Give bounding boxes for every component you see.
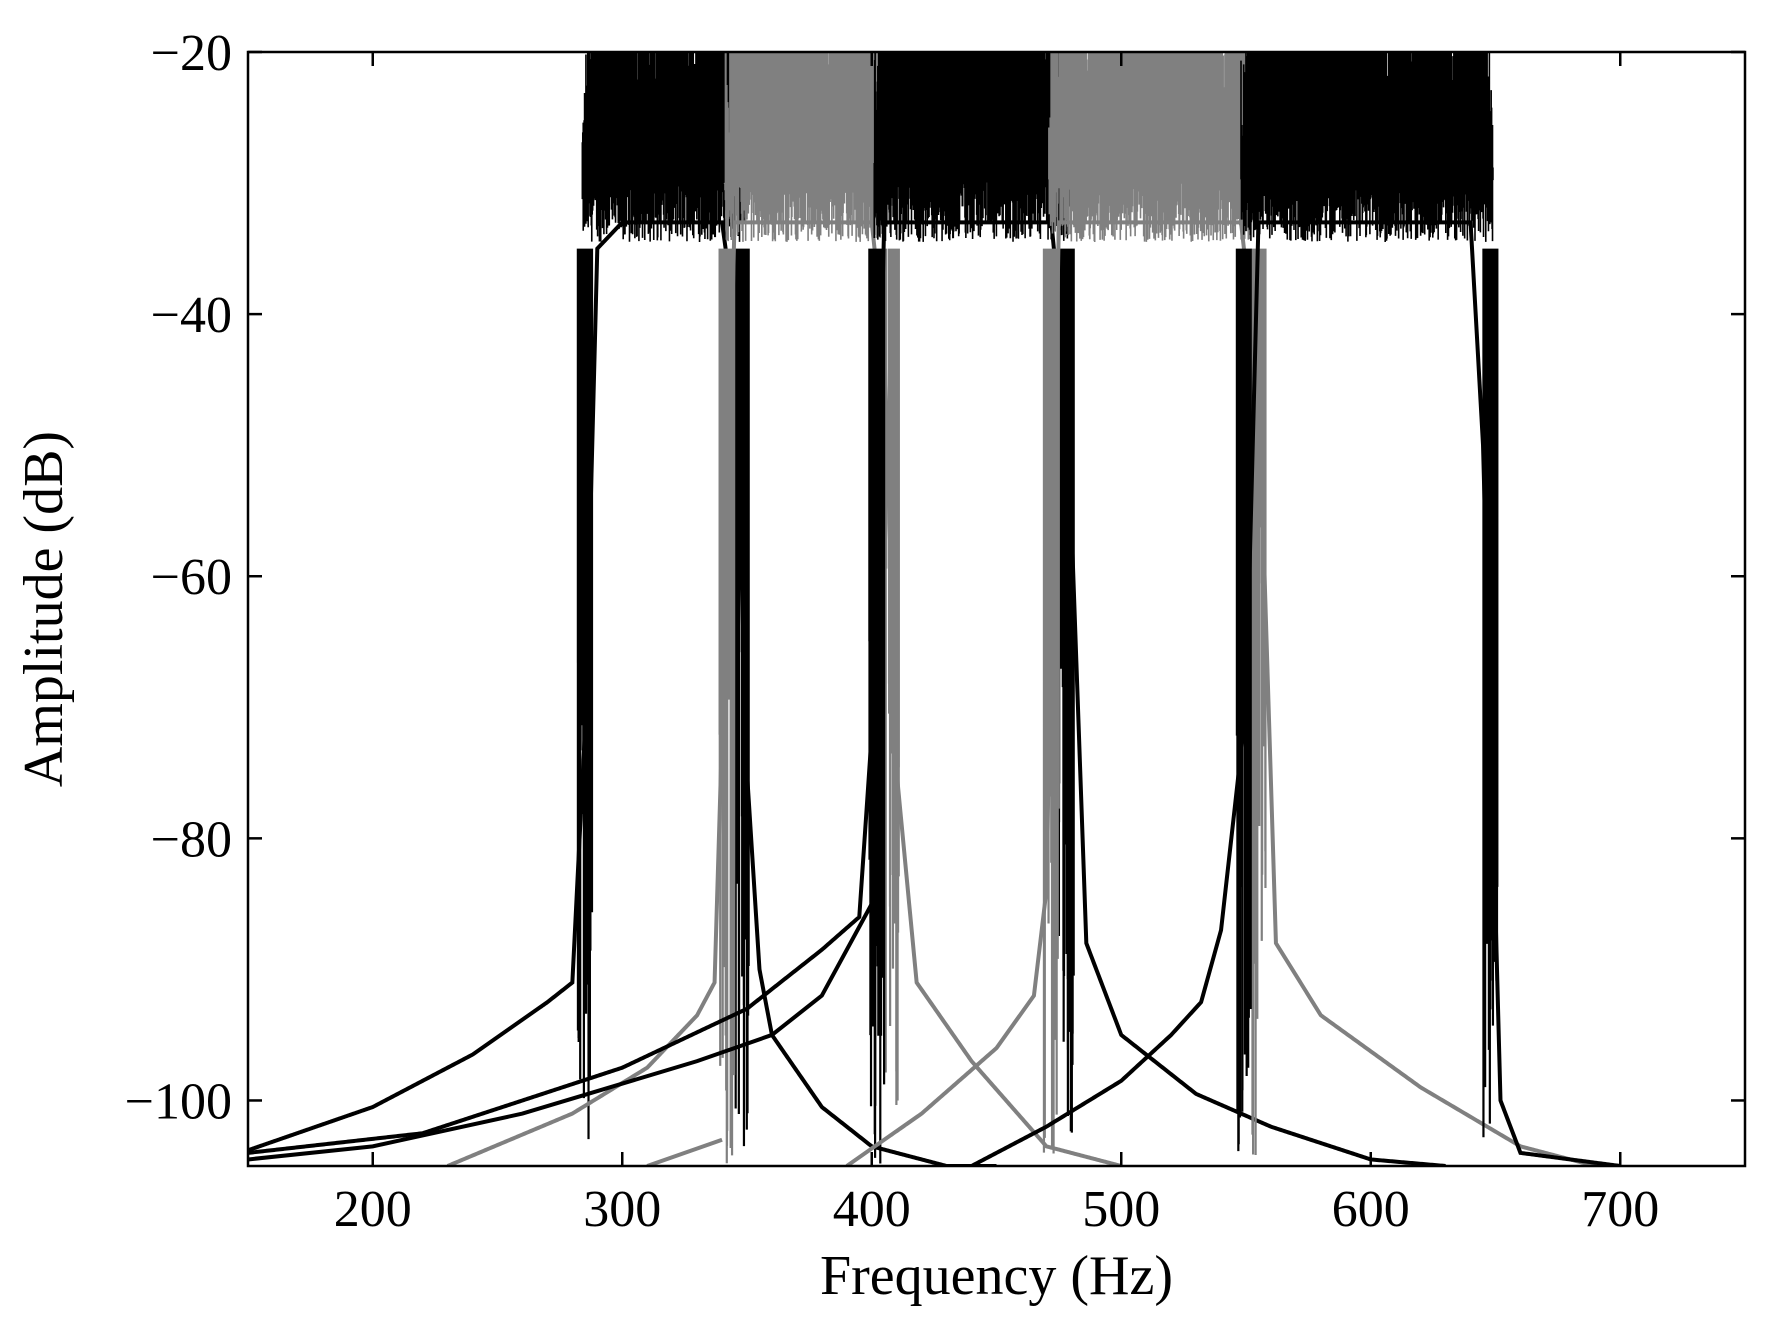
series-2	[446, 52, 1122, 1166]
ticks-layer: 200 300 400 500 600 700 −20 −40 −60 −80 −100	[125, 25, 1745, 1238]
series-passband	[723, 52, 895, 242]
y-tick-label: −60	[151, 549, 232, 606]
series-skirt	[1235, 248, 1252, 1152]
series-skirt	[1482, 248, 1499, 1138]
plot-frame	[246, 50, 1747, 1168]
series-passband	[1240, 52, 1494, 243]
series-passband	[1048, 52, 1262, 242]
series-passband	[873, 52, 1070, 242]
series-3	[248, 52, 1446, 1166]
series-envelope	[446, 220, 1122, 1166]
series-tail	[248, 902, 874, 1162]
series-tail	[646, 1137, 723, 1166]
y-tick-label: −100	[125, 1073, 232, 1130]
series-skirt	[1042, 248, 1060, 1154]
x-tick-label: 200	[334, 1181, 412, 1238]
series-passband	[581, 52, 746, 242]
series-skirt	[1250, 248, 1267, 1155]
series-envelope	[248, 220, 1446, 1166]
x-tick-label: 700	[1581, 1181, 1659, 1238]
series-skirt	[883, 248, 900, 1105]
x-tick-label: 300	[583, 1181, 661, 1238]
series-layer	[248, 52, 1621, 1166]
x-tick-label: 400	[833, 1181, 911, 1238]
y-axis-title: Amplitude (dB)	[13, 431, 75, 787]
series-skirt	[1057, 248, 1075, 1133]
x-tick-label: 500	[1082, 1181, 1160, 1238]
series-skirt	[576, 248, 594, 1140]
series-4	[845, 52, 1596, 1166]
x-tick-label: 600	[1332, 1181, 1410, 1238]
y-tick-label: −40	[151, 287, 232, 344]
series-5	[970, 52, 1621, 1166]
y-tick-label: −80	[151, 811, 232, 868]
x-axis-title: Frequency (Hz)	[820, 1245, 1173, 1307]
y-tick-label: −20	[151, 25, 232, 82]
series-skirt	[718, 248, 736, 1164]
series-skirt	[868, 248, 886, 1164]
